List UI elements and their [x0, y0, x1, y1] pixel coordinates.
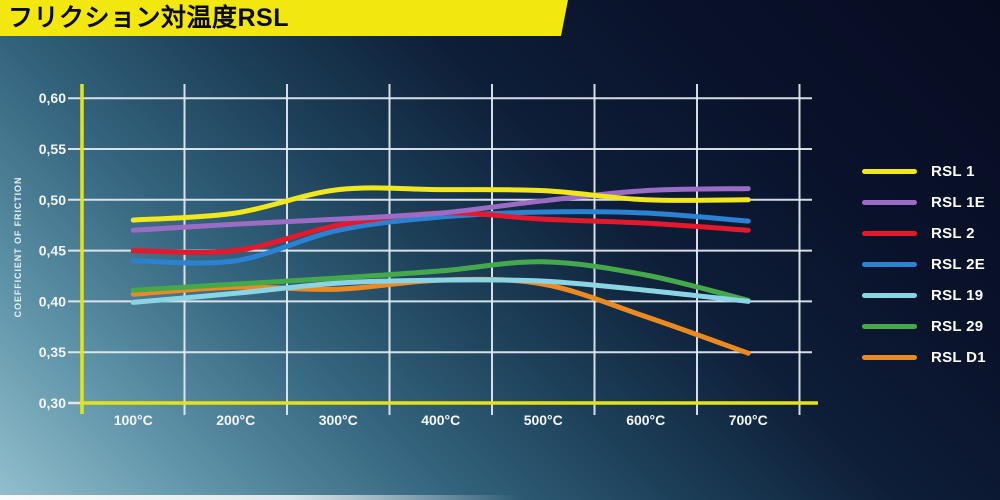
legend-swatch-rsl-2e [862, 262, 917, 267]
y-tick-label: 0,40 [39, 293, 66, 309]
legend-swatch-rsl-1 [862, 169, 917, 174]
x-tick-label: 400°C [421, 412, 460, 428]
series-line-rsl-29 [130, 259, 751, 303]
series-line-rsl-1 [130, 185, 751, 223]
y-tick-label: 0,55 [39, 141, 66, 157]
y-tick-label: 0,60 [39, 90, 66, 106]
legend-label: RSL 2 [931, 225, 975, 242]
legend-item-rsl-19: RSL 19 [862, 280, 986, 311]
legend-label: RSL 1E [931, 194, 986, 211]
legend-swatch-rsl-29 [862, 324, 917, 329]
y-tick-label: 0,45 [39, 243, 66, 259]
x-tick-label: 600°C [626, 412, 665, 428]
legend-item-rsl-d1: RSL D1 [862, 342, 986, 373]
legend-label: RSL 1 [931, 163, 975, 180]
legend-swatch-rsl-2 [862, 231, 917, 236]
x-tick-label: 300°C [319, 412, 358, 428]
x-tick-label: 200°C [216, 412, 255, 428]
series-line-rsl-1e [130, 186, 751, 233]
chart-legend: RSL 1 RSL 1E RSL 2 RSL 2E RSL 19 RSL 29 RSL D1 [862, 156, 986, 373]
legend-item-rsl-1e: RSL 1E [862, 187, 986, 218]
legend-label: RSL 29 [931, 318, 984, 335]
legend-label: RSL 2E [931, 256, 986, 273]
page-title: フリクション対温度RSL [8, 4, 290, 32]
legend-swatch-rsl-19 [862, 293, 917, 298]
title-banner: フリクション対温度RSL [0, 0, 568, 36]
legend-item-rsl-2e: RSL 2E [862, 249, 986, 280]
legend-item-rsl-2: RSL 2 [862, 218, 986, 249]
legend-item-rsl-1: RSL 1 [862, 156, 986, 187]
series-line-rsl-19 [130, 277, 751, 305]
legend-swatch-rsl-1e [862, 200, 917, 205]
legend-label: RSL 19 [931, 287, 984, 304]
legend-item-rsl-29: RSL 29 [862, 311, 986, 342]
y-tick-label: 0,35 [39, 344, 66, 360]
y-tick-label: 0,30 [39, 395, 66, 411]
bottom-edge-highlight [0, 495, 520, 500]
x-tick-label: 500°C [524, 412, 563, 428]
x-tick-label: 700°C [729, 412, 768, 428]
x-tick-label: 100°C [114, 412, 153, 428]
y-tick-label: 0,50 [39, 192, 66, 208]
legend-swatch-rsl-d1 [862, 355, 917, 360]
series-line-rsl-2e [130, 209, 751, 266]
legend-label: RSL D1 [931, 349, 986, 366]
